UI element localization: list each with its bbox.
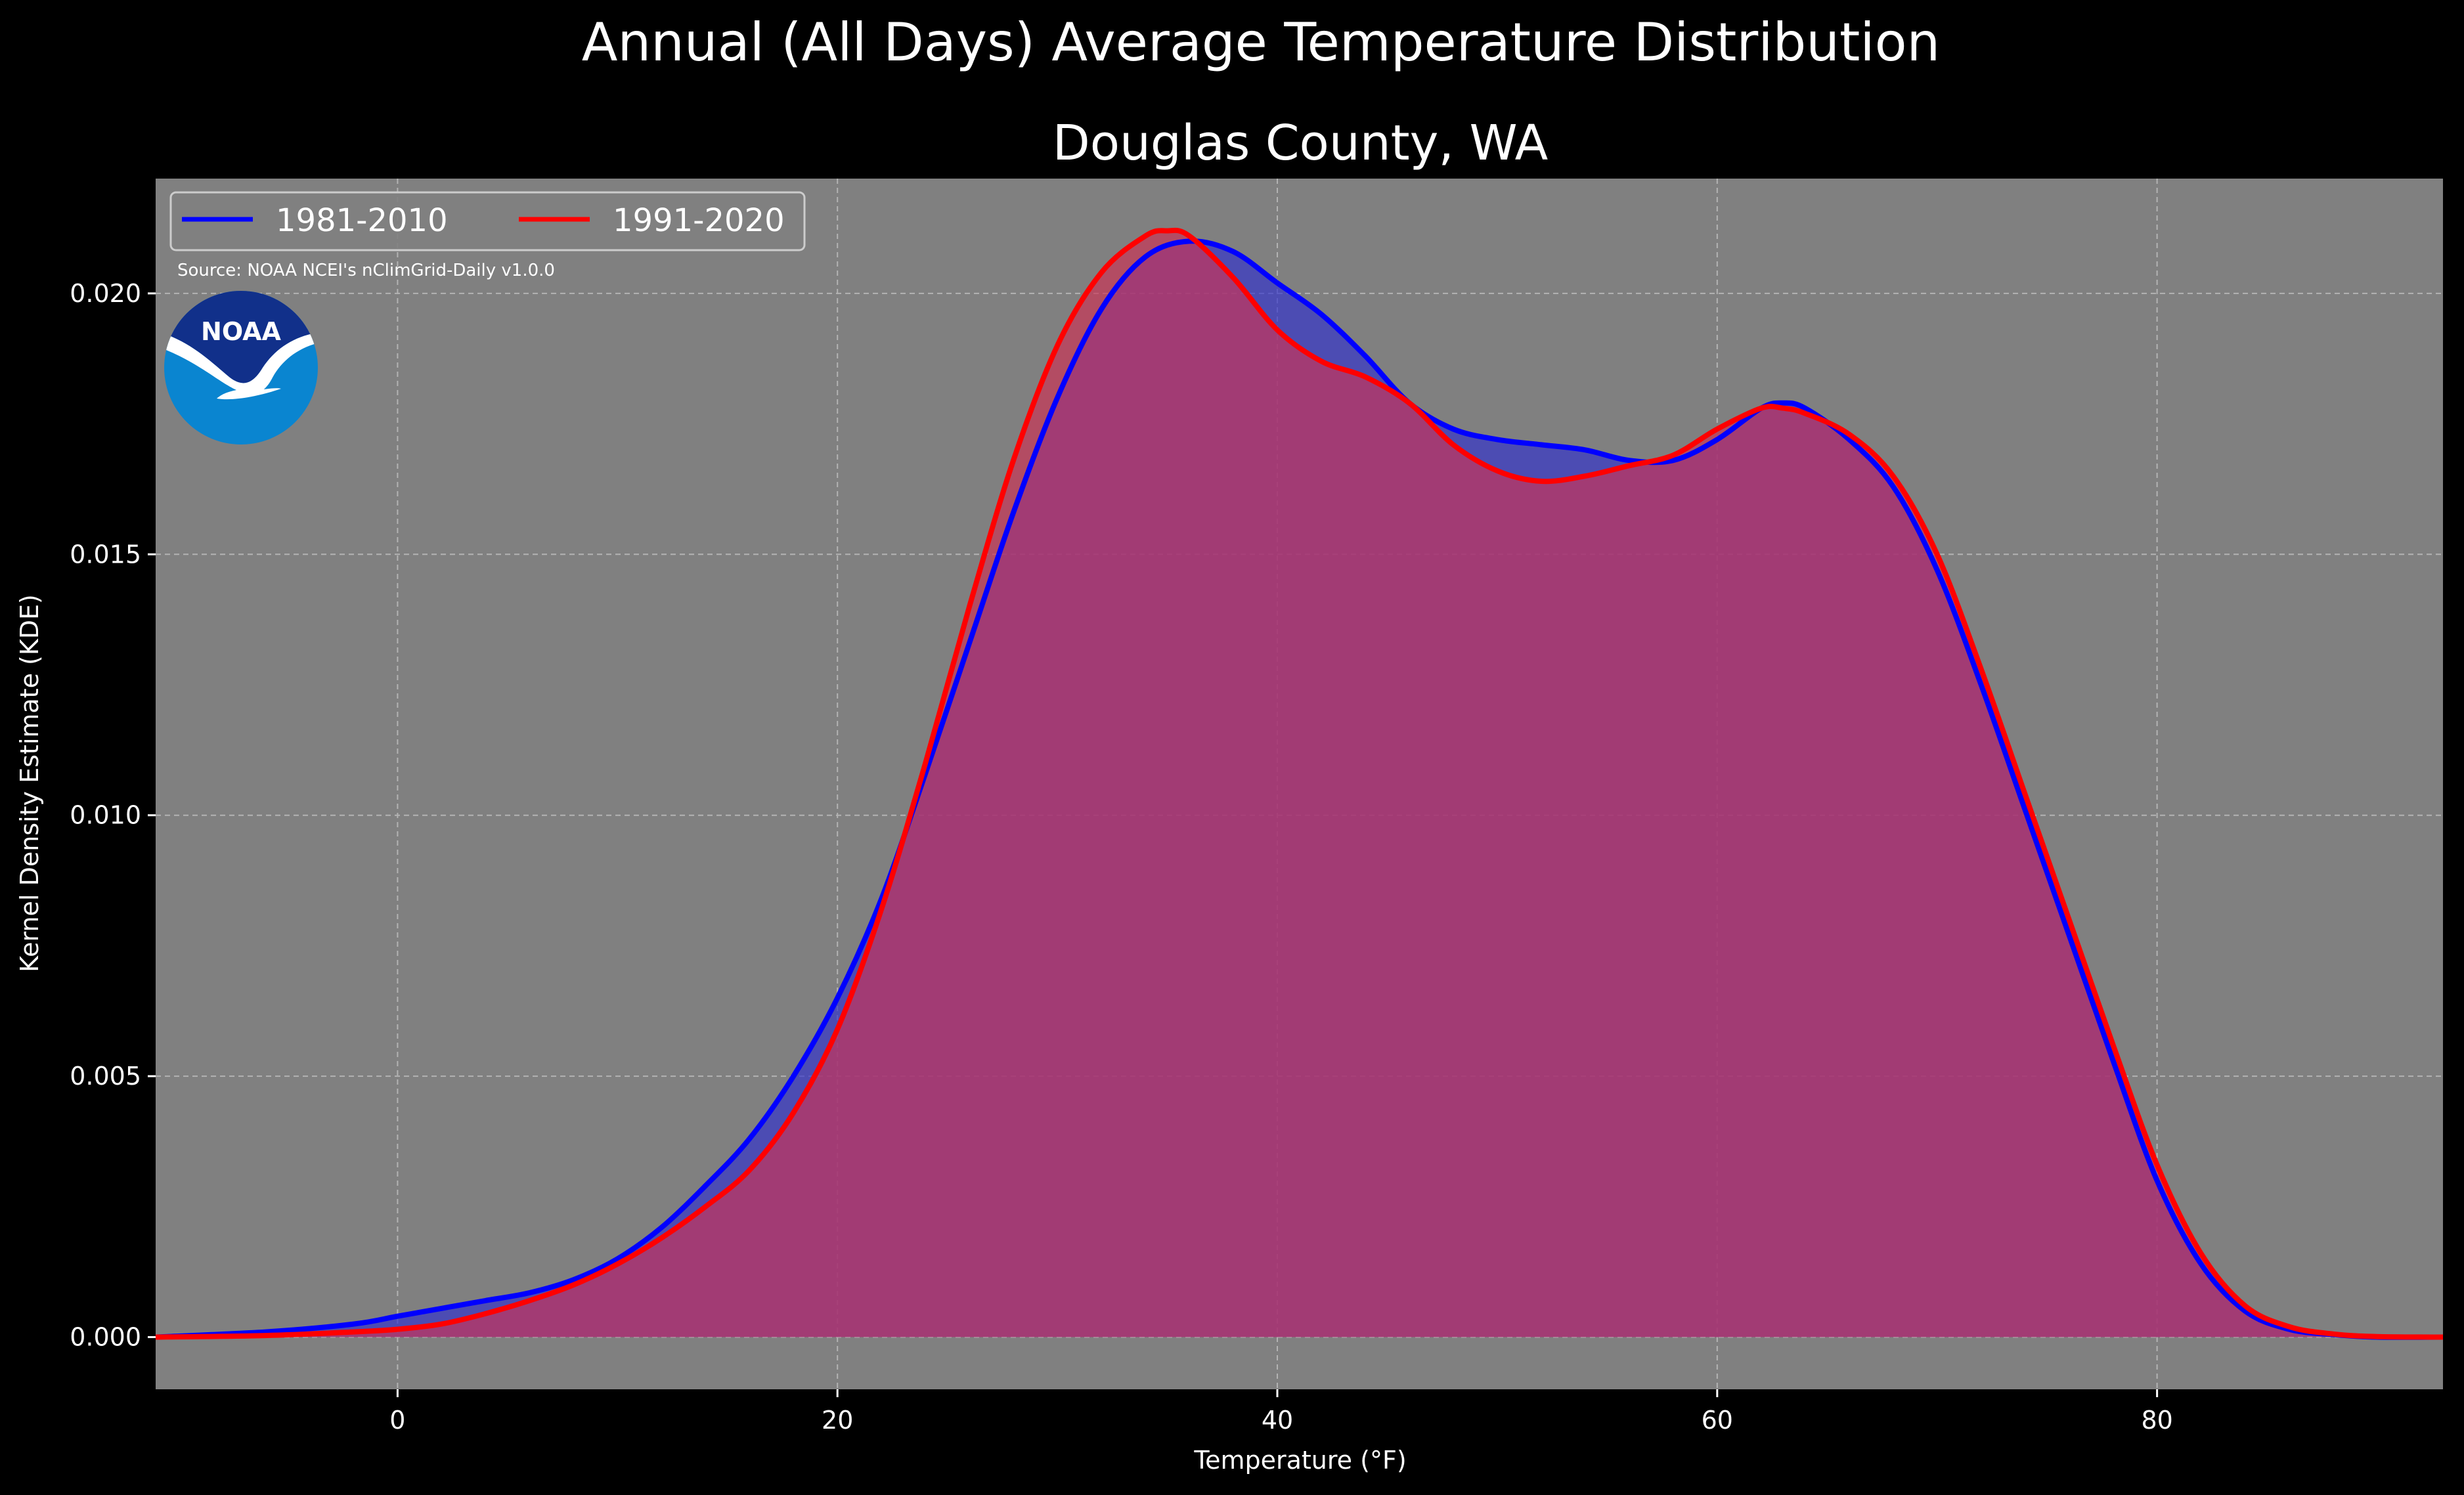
area-1991-2020 <box>156 230 2443 1337</box>
x-tick-label: 20 <box>822 1406 853 1435</box>
noaa-logo-gull-icon <box>164 332 318 400</box>
axis-ticks: 0 20 40 60 80 0.000 0.005 0.010 0.015 0.020 <box>70 279 2173 1435</box>
y-tick-label: 0.000 <box>70 1323 141 1352</box>
y-tick-label: 0.015 <box>70 540 141 569</box>
x-tick-label: 40 <box>1262 1406 1293 1435</box>
chart-suptitle: Annual (All Days) Average Temperature Di… <box>582 12 1940 73</box>
noaa-logo: NOAA <box>164 291 318 444</box>
legend-label-1981-2010: 1981-2010 <box>276 202 448 239</box>
line-1981-2010 <box>155 238 2444 1340</box>
chart-title: Douglas County, WA <box>1053 115 1549 171</box>
x-tick-label: 80 <box>2141 1406 2172 1435</box>
noaa-logo-text: NOAA <box>201 317 281 346</box>
legend: 1981-2010 1991-2020 <box>169 191 806 251</box>
y-tick-label: 0.010 <box>70 801 141 830</box>
legend-box <box>169 191 806 251</box>
density-lines <box>155 227 2444 1340</box>
x-axis-label: Temperature (°F) <box>1193 1446 1406 1475</box>
y-tick-label: 0.005 <box>70 1062 141 1091</box>
y-tick-label: 0.020 <box>70 279 141 308</box>
x-tick-label: 60 <box>1702 1406 1733 1435</box>
density-areas <box>156 230 2443 1337</box>
line-1991-2020 <box>155 227 2444 1340</box>
noaa-logo-dark-top <box>164 291 318 383</box>
legend-label-1991-2020: 1991-2020 <box>613 202 785 239</box>
x-tick-label: 0 <box>389 1406 405 1435</box>
y-axis-label: Kernel Density Estimate (KDE) <box>15 594 44 972</box>
source-note: Source: NOAA NCEI's nClimGrid-Daily v1.0… <box>177 261 555 280</box>
